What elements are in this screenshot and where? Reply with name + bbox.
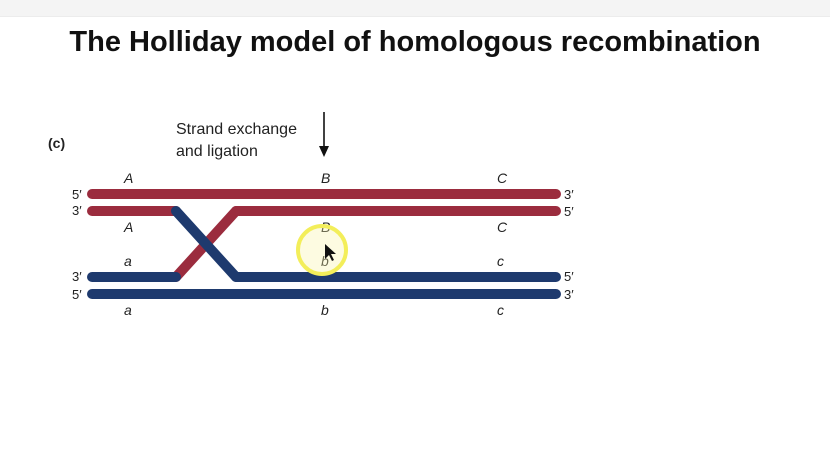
end-label-right-third: 5′ bbox=[564, 269, 574, 284]
cursor-highlight-icon bbox=[296, 224, 348, 276]
end-label-right-bottom: 3′ bbox=[564, 287, 574, 302]
allele-third-1: a bbox=[124, 253, 132, 269]
allele-top-1: A bbox=[123, 170, 133, 186]
allele-second-3: C bbox=[497, 219, 508, 235]
down-arrow-icon bbox=[319, 112, 329, 157]
allele-second-1: A bbox=[123, 219, 133, 235]
allele-bottom-1: a bbox=[124, 302, 132, 318]
allele-third-2: b bbox=[321, 253, 329, 269]
slide-title: The Holliday model of homologous recombi… bbox=[69, 26, 761, 58]
end-label-right-second: 5′ bbox=[564, 204, 574, 219]
end-label-left-second: 3′ bbox=[72, 203, 82, 218]
allele-top-2: B bbox=[321, 170, 330, 186]
annotation-line-2: and ligation bbox=[176, 143, 258, 160]
allele-bottom-2: b bbox=[321, 302, 329, 318]
allele-bottom-3: c bbox=[497, 302, 504, 318]
end-label-left-bottom: 5′ bbox=[72, 287, 82, 302]
allele-third-3: c bbox=[497, 253, 504, 269]
end-label-left-top: 5′ bbox=[72, 187, 82, 202]
end-label-left-third: 3′ bbox=[72, 269, 82, 284]
end-label-right-top: 3′ bbox=[564, 187, 574, 202]
strand-blue-crossover bbox=[171, 206, 241, 282]
panel-label: (c) bbox=[48, 135, 65, 151]
top-bar bbox=[0, 0, 830, 17]
annotation-line-1: Strand exchange bbox=[176, 121, 297, 138]
allele-top-3: C bbox=[497, 170, 508, 186]
